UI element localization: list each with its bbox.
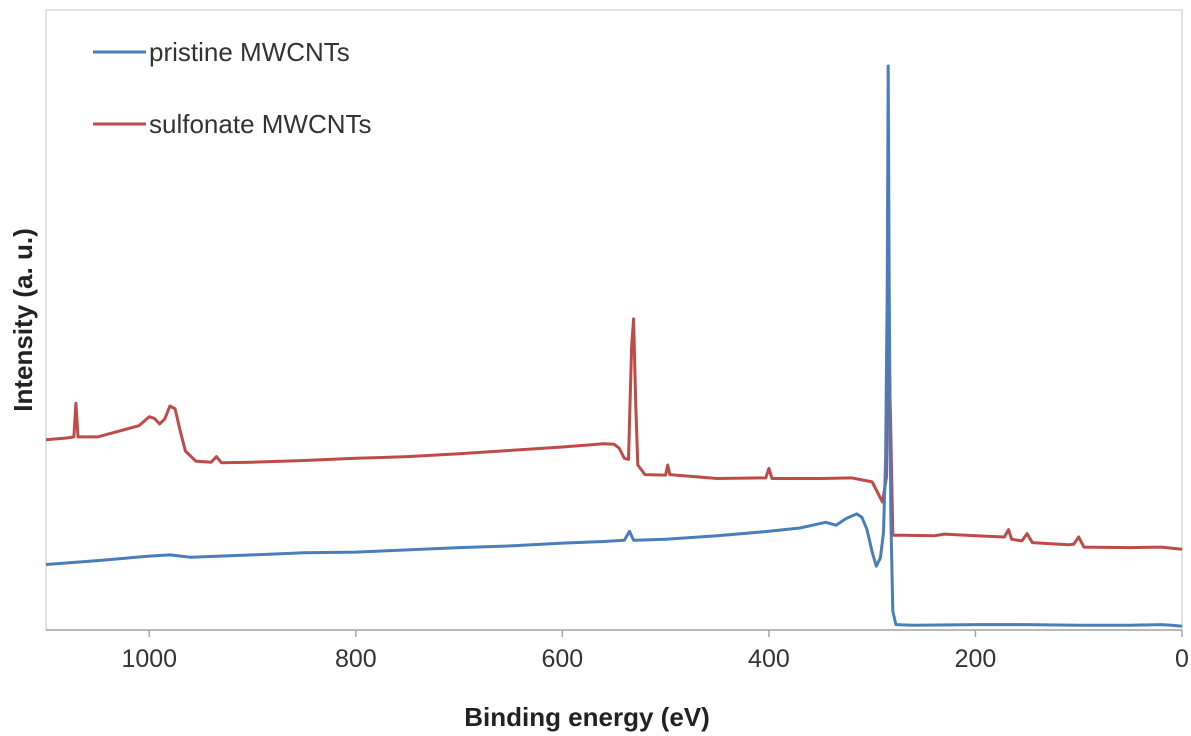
legend-label: sulfonate MWCNTs [149,109,372,139]
series-line-1 [45,317,1183,551]
x-axis-title: Binding energy (eV) [464,702,710,732]
x-tick-label: 0 [1175,645,1189,673]
legend-label: pristine MWCNTs [149,37,350,67]
y-axis-title: Intensity (a. u.) [8,228,38,411]
series-layer [45,64,1183,628]
x-tick-label: 200 [955,645,997,673]
x-tick-label: 1000 [121,645,177,673]
series-line-0 [45,64,1183,628]
x-axis-ticks: 1000 800 600 400 200 0 [121,630,1189,673]
x-tick-label: 800 [335,645,377,673]
x-tick-label: 400 [748,645,790,673]
legend: pristine MWCNTs sulfonate MWCNTs [93,37,372,139]
x-tick-label: 600 [542,645,584,673]
